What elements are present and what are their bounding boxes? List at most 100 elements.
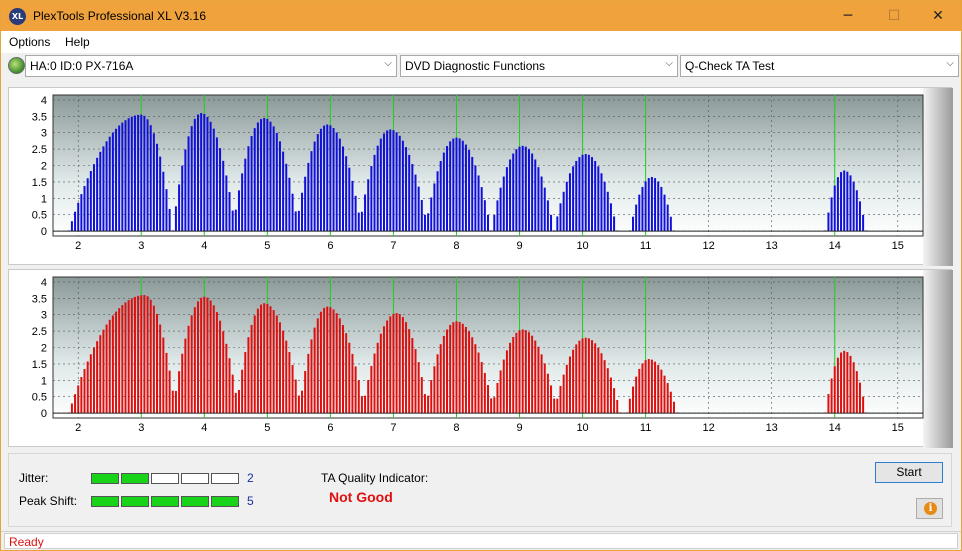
start-button[interactable]: Start	[875, 462, 943, 483]
data-bar	[464, 144, 467, 232]
data-bar	[609, 377, 612, 414]
data-bar	[515, 149, 518, 232]
data-bar	[80, 377, 83, 414]
x-tick-label: 8	[453, 240, 459, 252]
drive-select[interactable]: HA:0 ID:0 PX-716A ⌵	[25, 55, 397, 77]
title-bar[interactable]: XL PlexTools Professional XL V3.16 ─ ☐ ✕	[1, 1, 961, 31]
chart-panel-bottom: 2 3 4 5 6 7 8 9 10 11 12 13 14 15 0 0.5 1 1.5 2 2.5 3 3.5 4	[8, 269, 953, 448]
minimize-button[interactable]: ─	[843, 8, 853, 24]
data-bar	[354, 195, 357, 232]
data-bar	[74, 211, 77, 232]
data-bar	[272, 126, 275, 232]
data-bar	[294, 211, 297, 232]
data-bar	[430, 380, 433, 414]
function-select[interactable]: DVD Diagnostic Functions ⌵	[400, 55, 678, 77]
info-button[interactable]: i	[916, 498, 943, 519]
data-bar	[468, 331, 471, 414]
data-bar	[840, 172, 843, 232]
y-tick-label: 4	[41, 277, 47, 289]
data-bar	[171, 390, 174, 414]
data-bar	[499, 370, 502, 414]
close-button[interactable]: ✕	[932, 8, 944, 24]
data-bar	[505, 350, 508, 414]
data-bar	[855, 371, 858, 414]
data-bar	[206, 116, 209, 232]
data-bar	[449, 141, 452, 232]
data-bar	[858, 382, 861, 414]
y-tick-label: 4	[41, 95, 47, 107]
data-bar	[405, 147, 408, 232]
y-tick-label: 2.5	[32, 144, 47, 156]
data-bar	[156, 143, 159, 232]
data-bar	[313, 327, 316, 414]
data-bar	[609, 203, 612, 232]
data-bar	[80, 194, 83, 232]
test-select[interactable]: Q-Check TA Test ⌵	[680, 55, 959, 77]
data-bar	[433, 366, 436, 414]
data-bar	[124, 302, 127, 414]
x-tick-label: 4	[201, 422, 207, 434]
data-bar	[316, 318, 319, 414]
y-tick-label: 0.5	[32, 392, 47, 404]
data-bar	[531, 153, 534, 232]
data-bar	[225, 175, 228, 232]
data-bar	[849, 355, 852, 414]
data-bar	[200, 113, 203, 232]
data-bar	[458, 321, 461, 414]
data-bar	[228, 192, 231, 232]
x-tick-label: 6	[327, 240, 333, 252]
data-bar	[345, 156, 348, 232]
data-bar	[581, 154, 584, 232]
data-bar	[843, 170, 846, 232]
y-tick-label: 0	[41, 408, 47, 420]
data-bar	[836, 177, 839, 232]
data-bar	[420, 377, 423, 414]
x-tick-label: 11	[640, 240, 651, 252]
data-bar	[86, 361, 89, 414]
data-bar	[288, 352, 291, 414]
peak-shift-meter-segment	[151, 496, 179, 507]
data-bar	[102, 146, 105, 232]
data-bar	[423, 394, 426, 414]
data-bar	[606, 368, 609, 414]
data-bar	[669, 216, 672, 232]
data-bar	[546, 373, 549, 414]
info-icon: i	[924, 502, 937, 515]
app-logo-icon: XL	[9, 8, 26, 25]
maximize-button[interactable]: ☐	[887, 8, 901, 24]
data-bar	[502, 359, 505, 414]
data-bar	[108, 136, 111, 232]
data-bar	[493, 214, 496, 232]
data-bar	[660, 186, 663, 232]
data-bar	[840, 352, 843, 414]
data-bar	[332, 128, 335, 232]
data-bar	[370, 166, 373, 232]
data-bar	[215, 137, 218, 232]
data-bar	[550, 214, 553, 232]
data-bar	[118, 308, 121, 414]
y-tick-label: 1.5	[32, 359, 47, 371]
data-bar	[398, 314, 401, 414]
data-bar	[342, 146, 344, 232]
x-tick-label: 2	[75, 240, 81, 252]
data-bar	[449, 324, 452, 414]
y-tick-label: 1.5	[32, 177, 47, 189]
data-bar	[427, 395, 430, 414]
data-bar	[830, 197, 833, 232]
data-bar	[568, 173, 571, 232]
data-bar	[550, 385, 553, 414]
data-bar	[657, 364, 660, 414]
data-bar	[464, 327, 467, 414]
data-bar	[474, 165, 477, 232]
data-bar	[401, 140, 404, 232]
data-bar	[496, 200, 499, 232]
menu-help[interactable]: Help	[65, 35, 90, 49]
chart-side-gradient	[923, 88, 953, 266]
peak-shift-meter-segment	[211, 496, 239, 507]
menu-options[interactable]: Options	[9, 35, 51, 49]
data-bar	[181, 353, 184, 414]
data-bar	[219, 148, 222, 232]
data-bar	[301, 390, 304, 414]
peak-shift-meter-segment	[181, 496, 209, 507]
data-bar	[152, 305, 155, 414]
